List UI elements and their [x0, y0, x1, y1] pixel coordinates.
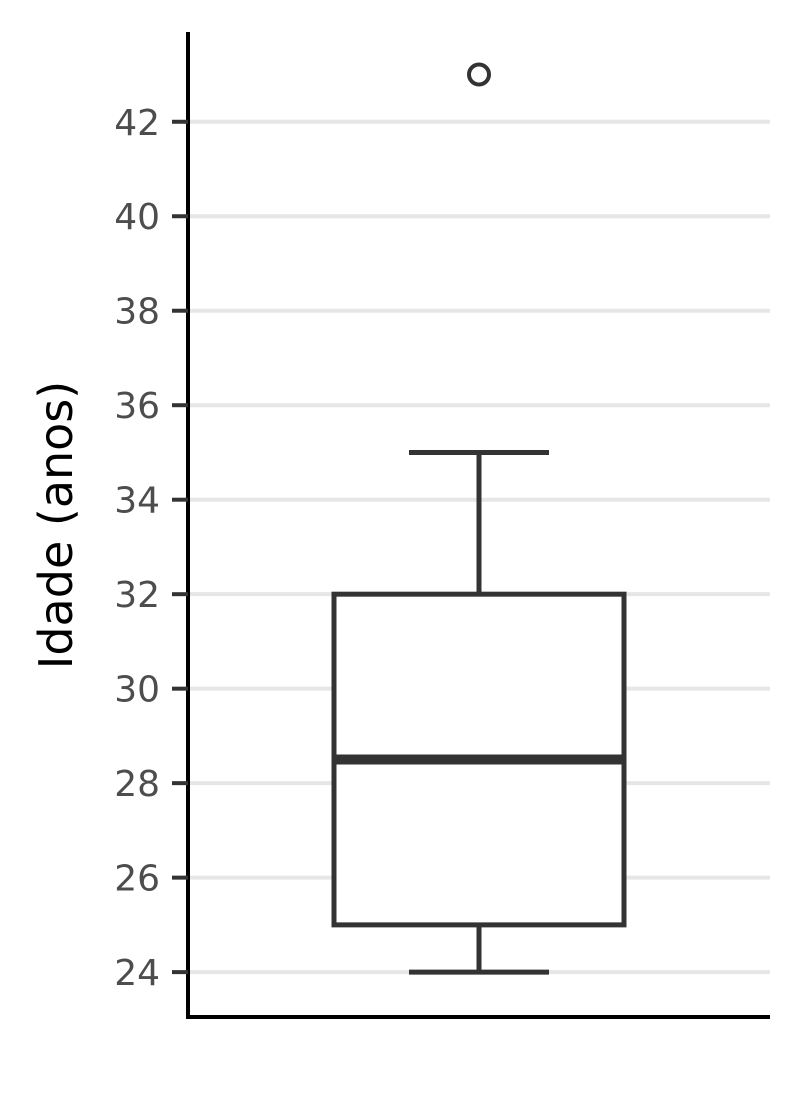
y-tick-label-38: 38	[114, 292, 160, 333]
y-tick-label-36: 36	[114, 386, 160, 427]
y-axis-ticks: 24 26 28 30 32 34 36 38 40 42	[114, 103, 188, 994]
y-tick-label-42: 42	[114, 103, 160, 144]
y-tick-label-24: 24	[114, 953, 160, 994]
boxplot	[331, 62, 627, 975]
outlier-point	[467, 62, 491, 87]
y-tick-label-28: 28	[114, 764, 160, 805]
axes	[186, 32, 770, 1019]
y-tick-label-30: 30	[114, 670, 160, 711]
y-tick-label-26: 26	[114, 859, 160, 900]
y-tick-label-32: 32	[114, 575, 160, 616]
y-axis-title: Idade (anos)	[29, 381, 83, 669]
y-tick-label-40: 40	[114, 197, 160, 238]
y-tick-label-34: 34	[114, 481, 160, 522]
